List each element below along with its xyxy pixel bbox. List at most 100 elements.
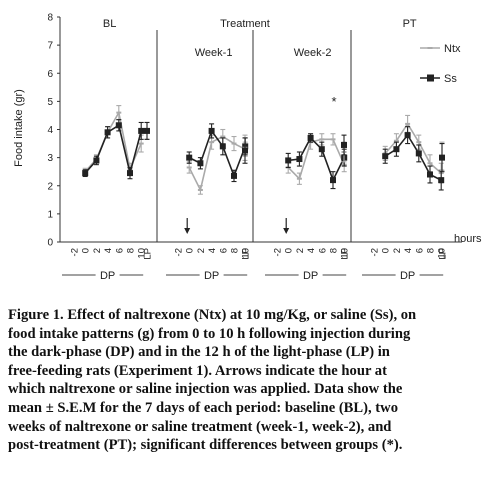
caption-line: free-feeding rats (Experiment 1). Arrows… bbox=[8, 362, 387, 379]
data-point-ntx bbox=[116, 111, 122, 114]
legend-marker-ss bbox=[427, 74, 434, 82]
x-tick-label: 6 bbox=[414, 248, 425, 253]
data-point-ss bbox=[285, 157, 292, 164]
data-point-ss bbox=[296, 156, 303, 163]
x-tick-label: -2 bbox=[174, 248, 185, 256]
x-tick-label: 4 bbox=[207, 248, 218, 253]
lp-point-ss bbox=[439, 154, 445, 161]
lp-point-ss bbox=[144, 127, 150, 134]
panel-subtitle: Week-1 bbox=[195, 47, 233, 59]
data-point-ntx bbox=[296, 177, 302, 180]
injection-arrow-head-icon bbox=[184, 228, 191, 234]
data-point-ss bbox=[82, 170, 89, 177]
data-point-ss bbox=[138, 127, 145, 134]
data-point-ntx bbox=[186, 166, 192, 169]
data-point-ss bbox=[393, 146, 400, 153]
data-point-ntx bbox=[138, 142, 144, 145]
treatment-group-label: Treatment bbox=[220, 18, 270, 30]
data-point-ntx bbox=[209, 141, 215, 144]
y-tick-label: 0 bbox=[47, 238, 53, 249]
caption-line: mean ± S.E.M for the 7 days of each peri… bbox=[8, 399, 398, 416]
data-point-ss bbox=[93, 157, 100, 164]
lp-point-ss bbox=[242, 147, 248, 154]
x-tick-label: 4 bbox=[403, 248, 414, 253]
x-tick-label: -2 bbox=[273, 248, 284, 256]
y-tick-label: 7 bbox=[47, 41, 53, 52]
data-point-ss bbox=[415, 150, 422, 157]
data-point-ss bbox=[404, 132, 411, 139]
data-point-ss bbox=[115, 122, 122, 129]
data-point-ntx bbox=[330, 138, 336, 141]
data-point-ntx bbox=[416, 141, 422, 144]
data-point-ss bbox=[231, 172, 237, 179]
data-point-ss bbox=[307, 134, 314, 141]
panel-subtitle: Week-2 bbox=[294, 47, 332, 59]
data-point-ss bbox=[186, 154, 193, 161]
x-tick-label-lp: LP bbox=[438, 248, 449, 260]
x-tick-label-lp: LP bbox=[143, 248, 154, 260]
x-tick-label: 0 bbox=[185, 248, 196, 253]
legend-label: Ss bbox=[444, 73, 457, 85]
x-axis-label: hours bbox=[454, 233, 482, 245]
data-point-ntx bbox=[231, 142, 237, 145]
x-tick-label: 4 bbox=[306, 248, 317, 253]
x-tick-label: 8 bbox=[426, 248, 437, 253]
y-tick-label: 3 bbox=[47, 153, 53, 164]
data-point-ntx bbox=[393, 139, 399, 142]
x-tick-label: 8 bbox=[230, 248, 241, 253]
legend-marker-ntx bbox=[427, 47, 433, 49]
injection-arrow-head-icon bbox=[283, 228, 290, 234]
x-tick-label: -2 bbox=[370, 248, 381, 256]
x-tick-label: 2 bbox=[392, 248, 403, 253]
data-point-ntx bbox=[220, 135, 226, 138]
x-tick-label: 2 bbox=[295, 248, 306, 253]
x-tick-label: 6 bbox=[218, 248, 229, 253]
y-tick-label: 4 bbox=[47, 125, 53, 136]
caption-line: which naltrexone or saline injection was… bbox=[8, 381, 403, 398]
x-tick-label: 0 bbox=[81, 248, 92, 253]
dp-label: DP bbox=[100, 270, 115, 282]
series-line-ntx bbox=[287, 138, 345, 181]
caption-line: weeks of naltrexone or saline treatment … bbox=[8, 418, 392, 435]
x-tick-label-lp: LP bbox=[340, 248, 351, 260]
data-point-ss bbox=[382, 153, 389, 160]
x-tick-label: 8 bbox=[126, 248, 137, 253]
data-point-ss bbox=[330, 177, 336, 184]
y-tick-label: 2 bbox=[47, 181, 53, 192]
x-tick-label-lp: LP bbox=[241, 248, 252, 260]
caption-line: Figure 1. Effect of naltrexone (Ntx) at … bbox=[8, 307, 417, 323]
panel-title: PT bbox=[403, 18, 417, 30]
data-point-ss bbox=[127, 170, 133, 177]
caption-line: food intake patterns (g) from 0 to 10 h … bbox=[8, 325, 411, 342]
x-tick-label: -2 bbox=[70, 248, 81, 256]
dp-label: DP bbox=[204, 270, 219, 282]
data-point-ss bbox=[104, 129, 111, 136]
figure-caption: Figure 1. Effect of naltrexone (Ntx) at … bbox=[8, 306, 494, 455]
x-tick-label: 4 bbox=[103, 248, 114, 253]
data-point-ntx bbox=[319, 138, 325, 141]
data-point-ss bbox=[197, 160, 204, 167]
x-tick-label: 2 bbox=[92, 248, 103, 253]
data-point-ss bbox=[427, 171, 433, 178]
data-point-ss bbox=[208, 127, 215, 134]
series-line-ntx bbox=[384, 122, 442, 174]
x-tick-label: 8 bbox=[329, 248, 340, 253]
y-axis-label: Food intake (gr) bbox=[13, 89, 25, 167]
x-tick-label: 10 bbox=[340, 248, 351, 259]
dp-label: DP bbox=[400, 270, 415, 282]
caption-line: the dark-phase (DP) and in the 12 h of t… bbox=[8, 344, 390, 361]
caption-line: post-treatment (PT); significant differe… bbox=[8, 437, 403, 454]
x-tick-label: 10 bbox=[241, 248, 252, 259]
data-point-ntx bbox=[427, 162, 433, 165]
data-point-ntx bbox=[405, 122, 411, 125]
data-point-ss bbox=[438, 177, 445, 184]
x-tick-label: 6 bbox=[317, 248, 328, 253]
data-point-ss bbox=[318, 146, 325, 153]
y-tick-label: 6 bbox=[47, 69, 53, 80]
series-line-ss bbox=[84, 124, 142, 174]
legend: Ntx Ss bbox=[420, 43, 461, 85]
lp-point-ss bbox=[341, 141, 347, 148]
x-tick-label: 10 bbox=[437, 248, 448, 259]
significance-asterisk: * bbox=[331, 94, 336, 109]
